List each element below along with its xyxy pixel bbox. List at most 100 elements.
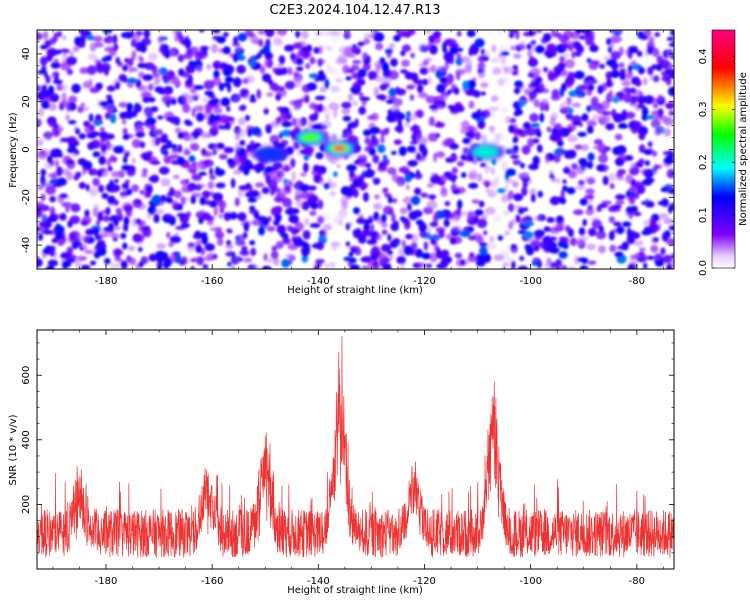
heatmap-cell xyxy=(184,83,196,89)
heatmap-cell xyxy=(147,156,158,165)
heatmap-cell xyxy=(621,94,633,101)
heatmap-cell xyxy=(194,105,205,112)
snr-y-axis-label: SNR (10 * v/v) xyxy=(8,414,19,485)
heatmap-cell xyxy=(331,242,337,251)
heatmap-cell xyxy=(135,124,144,133)
heatmap-cell xyxy=(250,190,260,198)
heatmap-cell xyxy=(396,255,407,265)
heatmap-cell xyxy=(371,139,377,144)
heatmap-cell xyxy=(584,176,596,184)
heatmap-cell xyxy=(185,64,196,74)
heatmap-cell xyxy=(410,242,418,249)
heatmap-cell xyxy=(299,184,310,192)
heatmap-cell xyxy=(571,51,576,59)
heatmap-cell xyxy=(392,238,401,245)
heatmap-cell xyxy=(508,203,514,213)
heatmap-cell xyxy=(341,107,351,115)
heatmap-cell xyxy=(352,100,359,107)
heatmap-cell xyxy=(291,208,300,215)
heatmap-cell xyxy=(564,59,575,69)
heatmap-cell xyxy=(420,192,429,198)
heatmap-cell xyxy=(483,230,488,236)
y-tick-label: 600 xyxy=(21,366,32,385)
heatmap-cell xyxy=(585,188,595,195)
heatmap-cell xyxy=(244,114,250,122)
heatmap-cell xyxy=(506,257,514,264)
heatmap-cell xyxy=(403,245,413,256)
heatmap-cell xyxy=(667,49,673,60)
heatmap-cell xyxy=(612,96,620,103)
heatmap-cell xyxy=(421,147,428,158)
heatmap-cell xyxy=(396,182,402,188)
heatmap-cell xyxy=(96,169,103,178)
heatmap-cell xyxy=(189,142,200,151)
heatmap-cell xyxy=(292,42,303,49)
heatmap-cell xyxy=(546,43,557,53)
heatmap-cell xyxy=(484,49,490,58)
heatmap-cell xyxy=(449,143,459,150)
heatmap-cell xyxy=(167,156,176,164)
heatmap-cell xyxy=(397,32,406,38)
heatmap-cell xyxy=(169,253,177,263)
heatmap-cell xyxy=(266,226,276,232)
heatmap-cell xyxy=(382,154,387,161)
heatmap-cell xyxy=(400,50,406,57)
heatmap-cell xyxy=(128,257,136,266)
heatmap-cell xyxy=(605,71,613,80)
heatmap-cell xyxy=(364,137,371,145)
heatmap-cell xyxy=(401,44,412,52)
heatmap-cell xyxy=(602,175,609,186)
heatmap-cell xyxy=(601,100,610,110)
x-tick-label: -120 xyxy=(413,576,436,587)
heatmap-cell xyxy=(438,94,449,101)
heatmap-cell xyxy=(261,187,270,194)
heatmap-cell xyxy=(508,32,515,39)
heatmap-cell xyxy=(501,265,506,269)
heatmap-cell xyxy=(106,103,114,113)
heatmap-cell xyxy=(316,58,326,65)
heatmap-cell xyxy=(113,199,119,206)
heatmap-cell xyxy=(391,172,399,182)
heatmap-cell xyxy=(177,54,185,63)
heatmap-cell xyxy=(482,179,491,186)
heatmap-cell xyxy=(184,38,192,49)
heatmap-cell xyxy=(233,153,238,162)
heatmap-cell xyxy=(612,146,621,156)
heatmap-cell xyxy=(108,222,114,231)
heatmap-cell xyxy=(122,242,128,250)
heatmap-cell xyxy=(121,182,130,190)
heatmap-cell xyxy=(361,99,367,107)
heatmap-cell xyxy=(74,36,81,46)
heatmap-cell xyxy=(348,251,354,257)
heatmap-hotspot xyxy=(335,146,344,151)
heatmap-cell xyxy=(518,172,523,179)
heatmap-cell xyxy=(218,125,228,130)
heatmap-cell xyxy=(206,63,212,71)
heatmap-cell xyxy=(477,55,486,63)
heatmap-cell xyxy=(47,173,55,178)
heatmap-cell xyxy=(258,30,266,35)
heatmap-cell xyxy=(234,133,241,141)
heatmap-cell xyxy=(357,162,368,167)
heatmap-cell xyxy=(497,235,504,241)
heatmap-cell xyxy=(558,34,569,43)
heatmap-cell xyxy=(324,45,334,51)
snr-series-line xyxy=(37,335,674,558)
heatmap-cell xyxy=(40,168,47,177)
heatmap-cell xyxy=(630,205,638,213)
heatmap-cell xyxy=(656,63,663,72)
heatmap-cell xyxy=(75,258,81,269)
heatmap-cell xyxy=(670,202,674,207)
heatmap-cell xyxy=(407,203,412,212)
heatmap-cell xyxy=(511,260,516,269)
heatmap-cell xyxy=(527,49,532,58)
heatmap-cell xyxy=(321,120,332,129)
heatmap-cell xyxy=(358,214,364,220)
heatmap-cell xyxy=(460,120,470,131)
heatmap-cell xyxy=(329,262,336,268)
heatmap-cell xyxy=(37,226,40,232)
heatmap-cell xyxy=(646,41,655,49)
heatmap-cell xyxy=(211,43,218,54)
heatmap-cell xyxy=(436,151,445,158)
heatmap-cell xyxy=(550,30,557,38)
